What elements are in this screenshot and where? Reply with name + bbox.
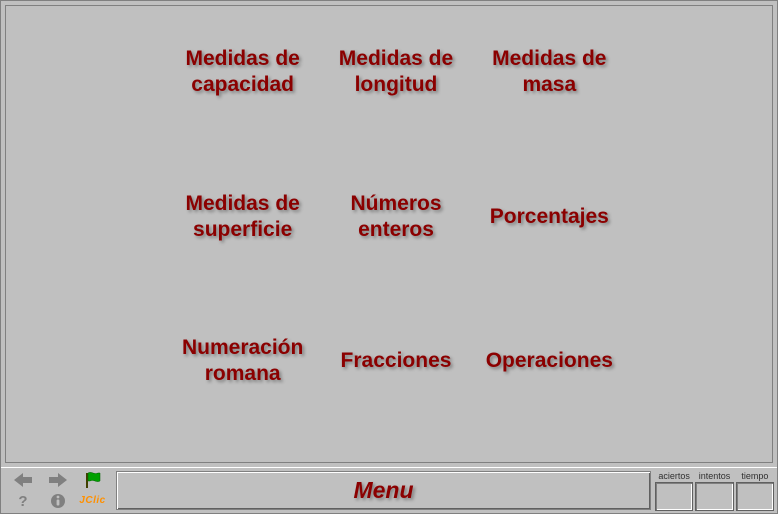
title-text: Menu (353, 477, 413, 504)
svg-text:?: ? (18, 493, 27, 509)
prev-button[interactable] (5, 470, 40, 491)
flag-button[interactable] (75, 470, 110, 491)
counter-box-intentos (695, 482, 733, 511)
question-icon: ? (16, 493, 30, 509)
menu-grid: Medidas de capacidad Medidas de longitud… (166, 46, 626, 388)
counter-intentos: intentos (695, 470, 733, 511)
menu-item-operaciones[interactable]: Operaciones (473, 335, 626, 388)
flag-icon (84, 472, 102, 488)
info-icon (50, 493, 66, 509)
menu-item-superficie[interactable]: Medidas de superficie (166, 191, 319, 244)
menu-item-longitud[interactable]: Medidas de longitud (319, 46, 472, 99)
menu-item-enteros[interactable]: Números enteros (319, 191, 472, 244)
jclic-button[interactable]: JClic (75, 491, 110, 512)
menu-item-porcentajes[interactable]: Porcentajes (473, 191, 626, 244)
menu-item-fracciones[interactable]: Fracciones (319, 335, 472, 388)
counter-aciertos: aciertos (655, 470, 693, 511)
help-button[interactable]: ? (5, 491, 40, 512)
menu-item-capacidad[interactable]: Medidas de capacidad (166, 46, 319, 99)
menu-item-romana[interactable]: Numeración romana (166, 335, 319, 388)
counter-label-intentos: intentos (695, 470, 733, 482)
next-button[interactable] (40, 470, 75, 491)
counters: aciertos intentos tiempo (653, 468, 777, 513)
menu-item-masa[interactable]: Medidas de masa (473, 46, 626, 99)
counter-label-tiempo: tiempo (736, 470, 774, 482)
counter-label-aciertos: aciertos (655, 470, 693, 482)
jclic-label: JClic (79, 495, 105, 506)
bottom-bar: ? JClic Menu aciertos i (1, 467, 777, 513)
counter-tiempo: tiempo (736, 470, 774, 511)
info-button[interactable] (40, 491, 75, 512)
app-window: Medidas de capacidad Medidas de longitud… (0, 0, 778, 514)
arrow-right-icon (49, 473, 67, 487)
counter-box-aciertos (655, 482, 693, 511)
counter-box-tiempo (736, 482, 774, 511)
main-inner: Medidas de capacidad Medidas de longitud… (5, 5, 773, 463)
arrow-left-icon (14, 473, 32, 487)
title-area: Menu (116, 471, 651, 510)
nav-buttons: ? JClic (1, 468, 114, 513)
main-area: Medidas de capacidad Medidas de longitud… (1, 1, 777, 467)
